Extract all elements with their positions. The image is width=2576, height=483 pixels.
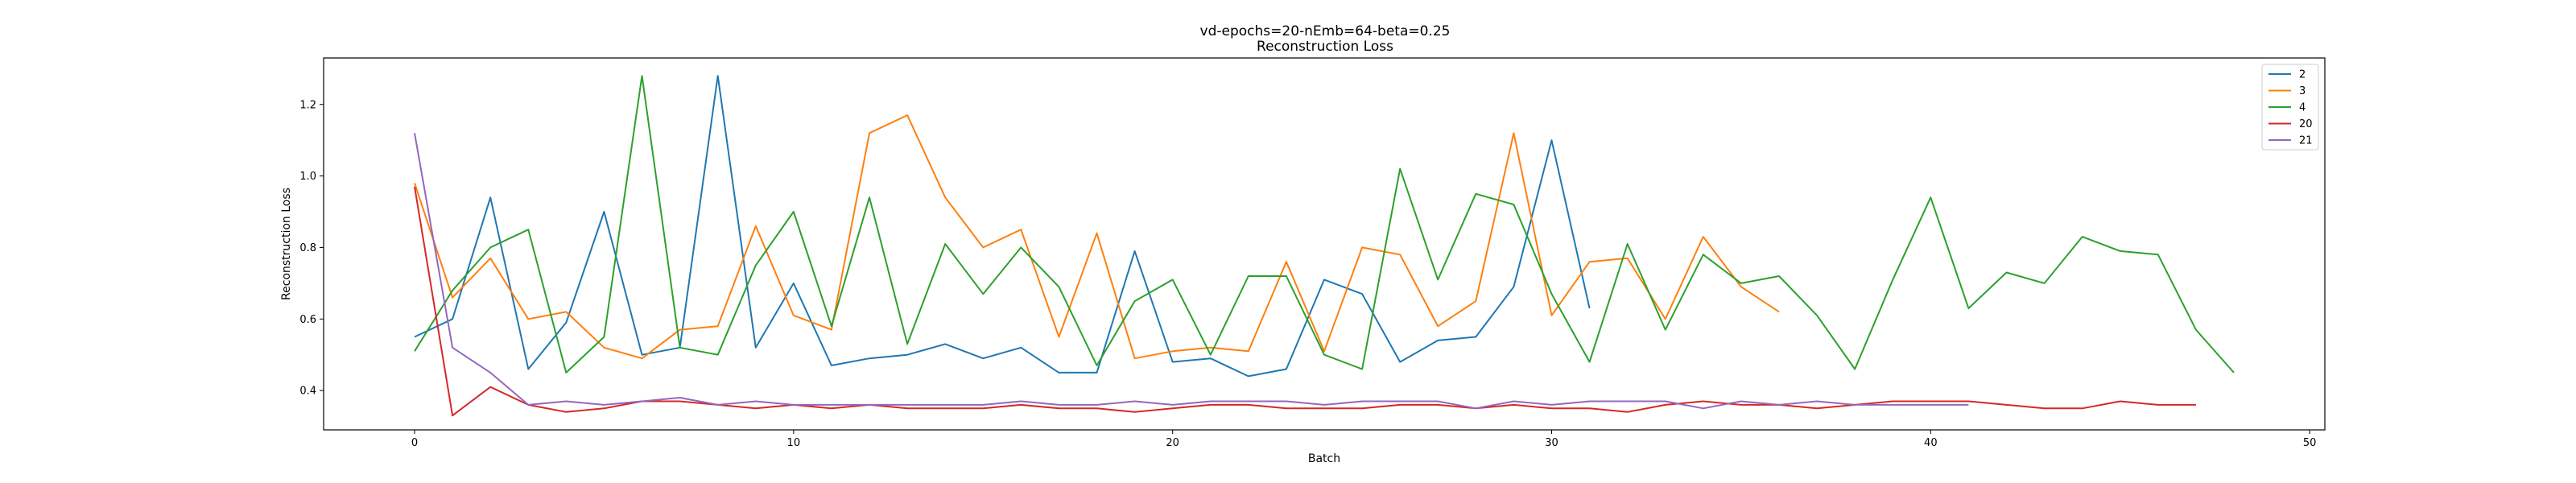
series-line-21: [414, 133, 1969, 410]
x-tick-label: 40: [1924, 437, 1938, 449]
x-tick-label: 30: [1545, 437, 1558, 449]
y-tick-label: 1.0: [299, 171, 316, 183]
x-axis-label: Batch: [1308, 452, 1340, 465]
y-axis-label: Reconstruction Loss: [280, 188, 293, 300]
x-tick-label: 50: [2303, 437, 2317, 449]
legend-label-21: 21: [2299, 135, 2313, 147]
legend-label-4: 4: [2299, 102, 2306, 114]
x-axis-ticks: 0 10 20 30 40 50: [411, 430, 2317, 449]
legend-label-2: 2: [2299, 69, 2306, 81]
y-axis-ticks: 0.4 0.6 0.8 1.0 1.2: [299, 99, 324, 398]
y-tick-label: 1.2: [299, 99, 316, 111]
x-tick-label: 10: [787, 437, 801, 449]
legend-label-20: 20: [2299, 118, 2313, 130]
y-tick-label: 0.8: [299, 242, 316, 254]
series-lines: [414, 75, 2235, 417]
legend: 2 3 4 20 21: [2261, 64, 2319, 151]
axes-frame: [323, 57, 2326, 431]
series-line-3: [414, 114, 1780, 360]
x-tick-label: 20: [1166, 437, 1179, 449]
y-tick-label: 0.4: [299, 386, 316, 398]
series-line-4: [414, 75, 2235, 374]
legend-label-3: 3: [2299, 85, 2306, 97]
series-line-2: [414, 75, 1591, 378]
y-tick-label: 0.6: [299, 314, 316, 326]
x-tick-label: 0: [411, 437, 418, 449]
chart-title: vd-epochs=20-nEmb=64-beta=0.25: [1200, 23, 1451, 39]
chart-subtitle: Reconstruction Loss: [1257, 39, 1393, 55]
